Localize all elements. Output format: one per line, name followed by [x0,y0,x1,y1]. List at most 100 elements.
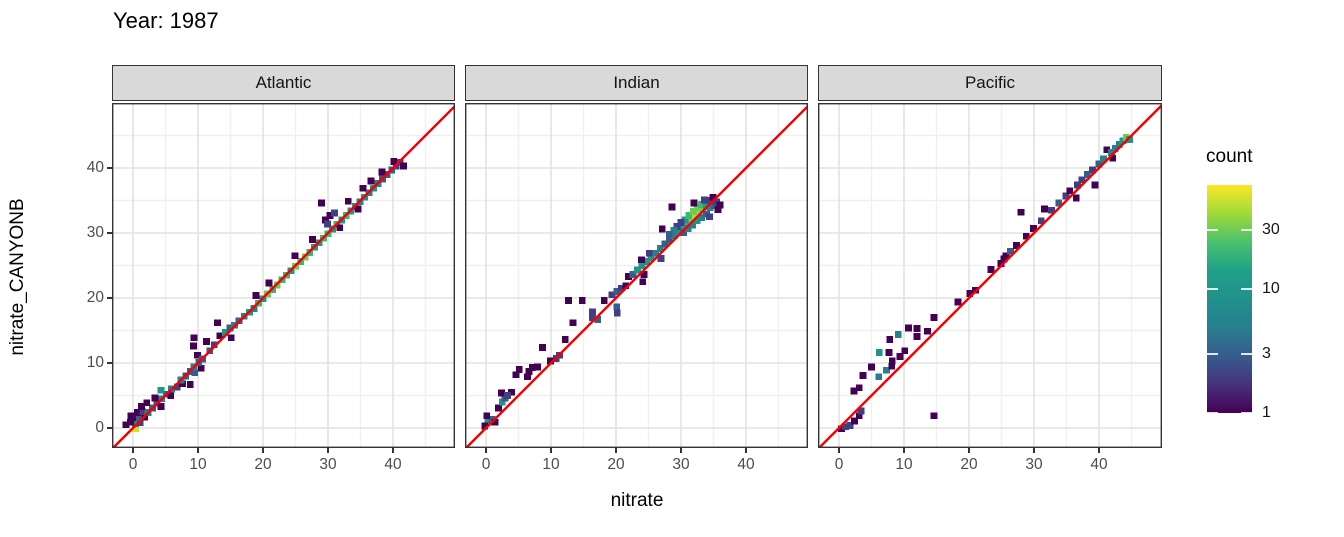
bin [1089,166,1096,174]
bin [670,232,678,239]
bin [886,336,894,343]
bin [706,213,713,221]
bin [690,199,698,207]
plot-title: Year: 1987 [113,8,219,33]
bin [151,394,159,402]
bin [689,221,697,229]
x-tick-label: 30 [672,456,690,473]
x-tick-mark [1098,448,1100,453]
x-tick-mark [615,448,617,453]
x-tick-mark [197,448,199,453]
bin [504,392,511,399]
bin [1022,232,1030,240]
bin [507,388,515,396]
x-tick-label: 40 [1090,456,1108,473]
bin [714,206,722,213]
bin [677,219,685,226]
bin [675,228,682,236]
bin [670,227,678,234]
legend-tick-mark [1241,288,1252,291]
bin [1007,247,1014,255]
bin [138,403,145,410]
bin [687,215,695,223]
x-tick-mark [838,448,840,453]
bin [136,414,143,421]
x-tick-label: 40 [737,456,755,473]
bin [657,254,665,262]
bin [589,308,596,316]
bin [498,398,506,406]
bin [533,363,541,371]
bin [638,262,646,269]
bin [191,369,199,377]
bin [1107,149,1115,156]
bin [697,201,705,208]
bin [661,240,669,248]
legend-tick-mark [1207,353,1218,356]
bin [913,325,921,332]
bin [613,303,621,311]
bin [637,256,645,264]
bin [344,197,352,205]
bin [190,342,197,350]
bin [680,228,687,236]
bin [695,209,702,217]
bin [608,291,616,299]
bin [966,290,974,297]
bin [157,386,165,394]
identity-line [818,104,1162,448]
bin [693,217,701,225]
bin [179,380,186,388]
bin [494,404,502,412]
bin [190,334,198,342]
bin [846,422,854,429]
bin [143,399,151,407]
bin [1072,194,1080,202]
bin [1091,181,1099,189]
bin [336,224,344,232]
bin [842,423,849,431]
bin [600,297,608,304]
legend-tick-mark [1207,288,1218,291]
bin [157,403,165,410]
bin [378,168,386,176]
bin [617,284,625,292]
bin [565,297,572,304]
bin [1029,225,1037,232]
x-tick-mark [550,448,552,453]
bin [665,230,673,238]
bin [1100,155,1107,163]
y-tick-mark [107,167,112,169]
x-tick-mark [132,448,134,453]
bin [634,266,641,274]
bin [1055,199,1063,207]
bin [134,409,141,416]
bin [265,279,273,287]
bin [1095,160,1103,168]
bin [624,273,632,280]
bin [132,420,139,427]
bin [569,319,577,327]
legend-tick-mark [1241,229,1252,232]
x-tick-mark [1033,448,1035,453]
legend-title: count [1206,146,1253,167]
bin [252,292,260,299]
x-tick-label: 20 [607,456,625,473]
bin [227,334,235,342]
bin [1126,136,1133,143]
y-tick-label: 20 [86,289,104,306]
x-tick-mark [903,448,905,453]
x-tick-label: 10 [189,456,207,473]
bin [851,417,858,425]
legend-tick-mark [1241,353,1252,356]
bin [326,212,334,219]
bin [323,220,331,228]
bin [699,206,706,213]
bin [1083,171,1091,178]
bin [589,314,596,321]
bin [139,408,147,416]
identity-line [112,104,455,448]
bin [706,204,714,212]
x-tick-mark [680,448,682,453]
bin [1078,176,1086,184]
